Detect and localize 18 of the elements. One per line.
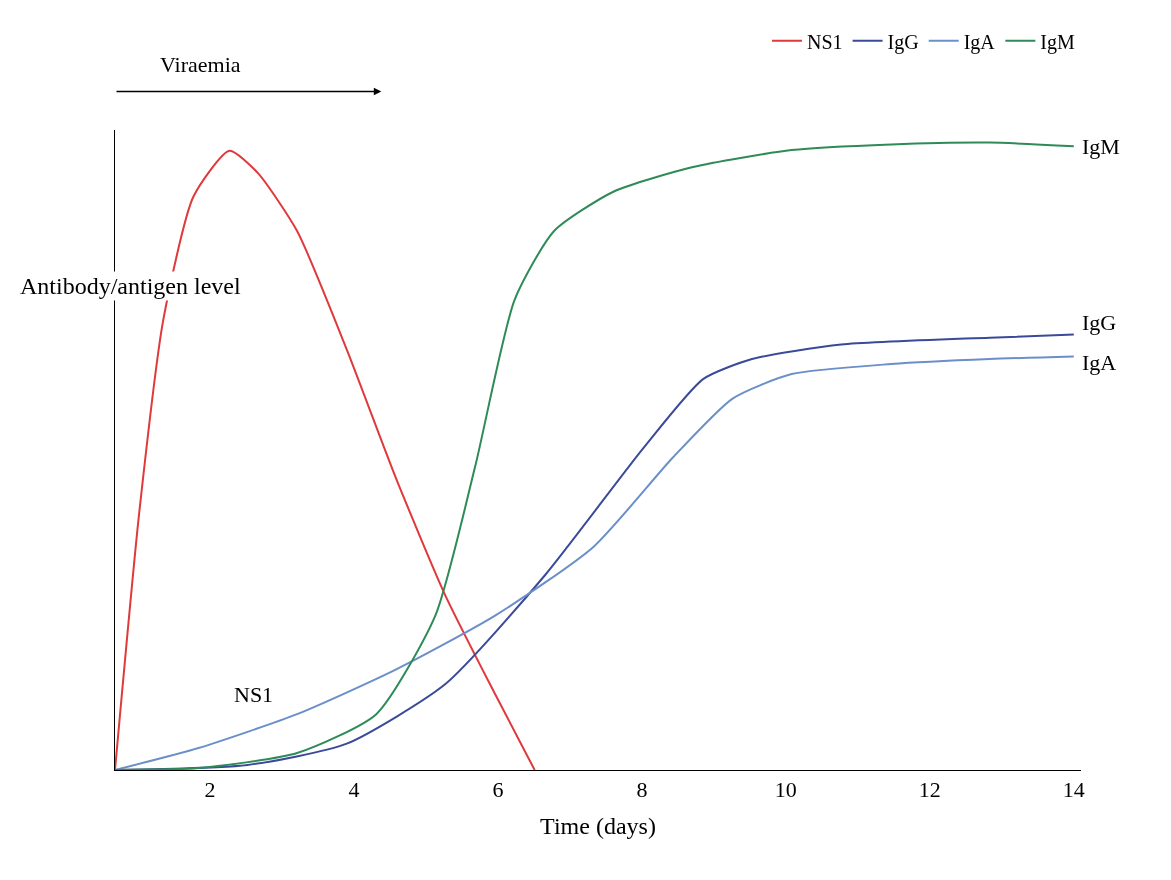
legend-label: IgA: [963, 30, 996, 54]
x-tick-label: 8: [636, 777, 648, 803]
text: NS1: [234, 682, 274, 707]
text: Viraemia: [160, 52, 241, 77]
text: IgG: [1082, 310, 1117, 335]
x-tick-label: 6: [492, 777, 504, 803]
x-tick-label: 10: [774, 777, 797, 803]
legend-label: IgG: [887, 30, 919, 54]
text: IgA: [1082, 350, 1117, 375]
x-axis-title: Time (days): [540, 812, 656, 839]
y-axis-title: Antibody/antigen level: [20, 273, 241, 299]
text: IgM: [1082, 134, 1120, 159]
x-tick-label: 14: [1062, 777, 1085, 803]
x-tick-label: 2: [204, 777, 216, 803]
x-tick-label: 12: [918, 777, 941, 803]
x-tick-label: 4: [348, 777, 360, 803]
legend-label: IgM: [1040, 30, 1076, 54]
legend-label: NS1: [807, 30, 843, 53]
